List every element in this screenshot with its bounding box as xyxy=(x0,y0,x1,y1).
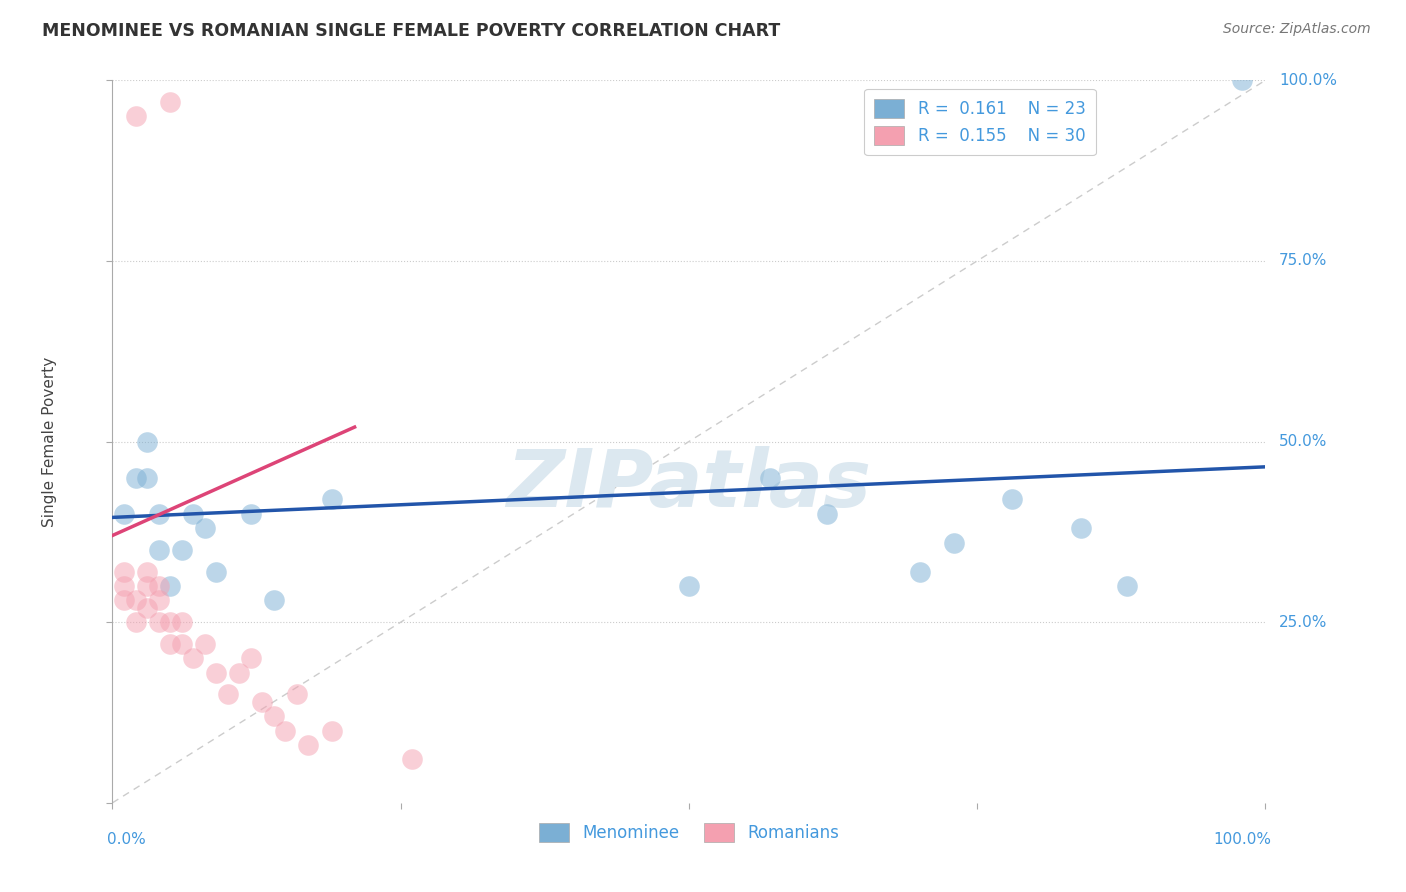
Point xyxy=(815,507,838,521)
Text: ZIPatlas: ZIPatlas xyxy=(506,446,872,524)
Point xyxy=(148,542,170,557)
Point xyxy=(112,579,135,593)
Text: MENOMINEE VS ROMANIAN SINGLE FEMALE POVERTY CORRELATION CHART: MENOMINEE VS ROMANIAN SINGLE FEMALE POVE… xyxy=(42,22,780,40)
Point xyxy=(159,615,181,630)
Text: 50.0%: 50.0% xyxy=(1279,434,1327,449)
Point xyxy=(678,579,700,593)
Point xyxy=(136,579,159,593)
Point xyxy=(217,687,239,701)
Point xyxy=(252,695,274,709)
Point xyxy=(136,600,159,615)
Point xyxy=(159,579,181,593)
Point xyxy=(274,723,297,738)
Point xyxy=(170,637,193,651)
Point xyxy=(124,615,146,630)
Point xyxy=(124,593,146,607)
Point xyxy=(943,535,966,549)
Point xyxy=(194,637,217,651)
Point xyxy=(297,738,319,752)
Point xyxy=(136,565,159,579)
Point xyxy=(401,752,423,766)
Point xyxy=(239,651,262,665)
Point xyxy=(159,95,181,109)
Point xyxy=(112,593,135,607)
Text: 75.0%: 75.0% xyxy=(1279,253,1327,268)
Point xyxy=(148,593,170,607)
Point xyxy=(170,615,193,630)
Point xyxy=(1232,73,1254,87)
Point xyxy=(148,507,170,521)
Point xyxy=(124,110,146,124)
Legend: Menominee, Romanians: Menominee, Romanians xyxy=(531,816,846,848)
Text: 100.0%: 100.0% xyxy=(1279,73,1337,87)
Point xyxy=(124,470,146,484)
Point xyxy=(1070,521,1092,535)
Point xyxy=(148,615,170,630)
Point xyxy=(228,665,250,680)
Point xyxy=(285,687,308,701)
Point xyxy=(1116,579,1139,593)
Point xyxy=(112,565,135,579)
Point xyxy=(136,434,159,449)
Point xyxy=(321,723,343,738)
Text: Source: ZipAtlas.com: Source: ZipAtlas.com xyxy=(1223,22,1371,37)
Text: 100.0%: 100.0% xyxy=(1213,831,1271,847)
Point xyxy=(205,665,228,680)
Point xyxy=(239,507,262,521)
Point xyxy=(194,521,217,535)
Point xyxy=(159,637,181,651)
Point xyxy=(136,470,159,484)
Point xyxy=(170,542,193,557)
Point xyxy=(112,507,135,521)
Point xyxy=(148,579,170,593)
Point xyxy=(908,565,931,579)
Point xyxy=(205,565,228,579)
Point xyxy=(1001,492,1024,507)
Point xyxy=(321,492,343,507)
Point xyxy=(263,593,285,607)
Point xyxy=(181,651,204,665)
Point xyxy=(181,507,204,521)
Text: 0.0%: 0.0% xyxy=(107,831,145,847)
Point xyxy=(758,470,780,484)
Text: 25.0%: 25.0% xyxy=(1279,615,1327,630)
Text: Single Female Poverty: Single Female Poverty xyxy=(42,357,56,526)
Point xyxy=(263,709,285,723)
